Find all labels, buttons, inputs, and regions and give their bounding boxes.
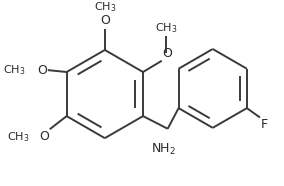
Text: O: O <box>100 15 110 28</box>
Text: CH$_3$: CH$_3$ <box>3 63 25 77</box>
Text: NH$_2$: NH$_2$ <box>151 142 176 157</box>
Text: CH$_3$: CH$_3$ <box>155 22 178 35</box>
Text: O: O <box>37 64 47 77</box>
Text: F: F <box>261 118 268 132</box>
Text: CH$_3$: CH$_3$ <box>7 130 29 144</box>
Text: O: O <box>39 130 49 143</box>
Text: O: O <box>163 47 173 60</box>
Text: CH$_3$: CH$_3$ <box>94 1 116 14</box>
